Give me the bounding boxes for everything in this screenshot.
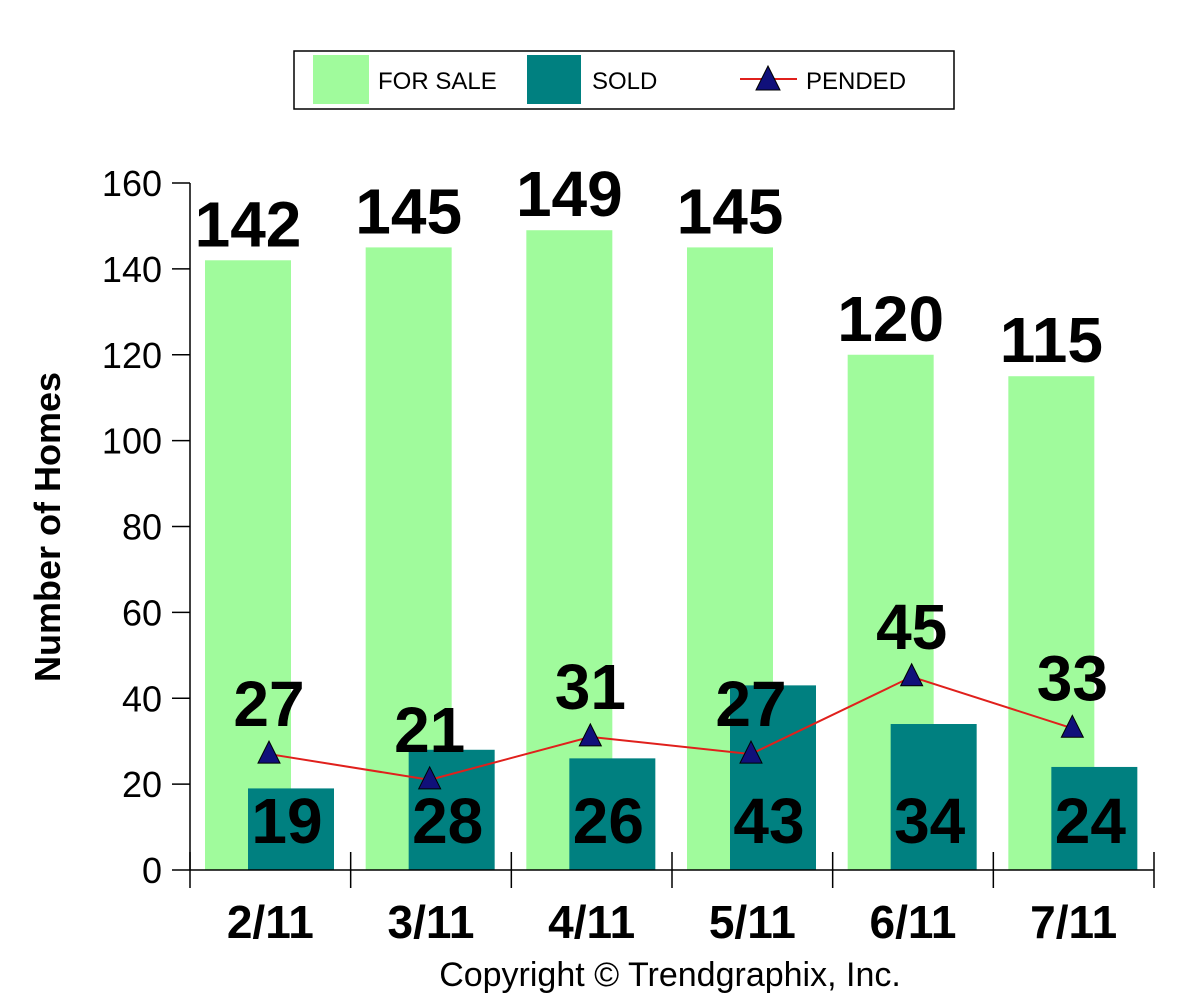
y-tick-label: 60	[122, 592, 162, 633]
axes-group: 0 20 40 60 80 100 120 140 160 2/11 3/11 4/11 5/11 6/1…	[102, 163, 1155, 948]
y-tick-label: 160	[102, 163, 162, 204]
pended-series-group	[257, 662, 1085, 790]
y-tick-label: 20	[122, 764, 162, 805]
pended-marker	[899, 662, 924, 687]
bar-sold	[569, 758, 656, 870]
pended-marker	[1060, 714, 1085, 738]
pended-line	[268, 675, 1073, 781]
y-tick-label: 100	[102, 421, 162, 462]
legend-box	[293, 50, 955, 110]
copyright-text: Copyright © Trendgraphix, Inc.	[439, 956, 901, 994]
y-tick-label: 40	[122, 678, 162, 719]
x-category-label: 6/11	[870, 896, 957, 948]
data-label-for-sale: 115	[1000, 304, 1103, 376]
bar-sold	[730, 685, 816, 870]
x-category-label: 5/11	[709, 896, 796, 948]
bars-group	[205, 230, 1138, 871]
data-label-pended: 31	[555, 651, 626, 723]
data-label-pended: 21	[394, 694, 465, 766]
data-label-sold: 26	[573, 785, 644, 857]
data-label-for-sale: 145	[355, 175, 462, 247]
bar-sold	[408, 749, 495, 870]
data-label-for-sale: 149	[516, 158, 623, 230]
x-category-label: 4/11	[548, 896, 635, 948]
y-axis-title: Number of Homes	[27, 372, 68, 682]
data-label-pended: 27	[715, 668, 786, 740]
pended-marker	[417, 765, 442, 790]
y-tick-label: 120	[102, 335, 162, 376]
data-label-sold: 43	[733, 785, 804, 857]
pended-marker	[257, 739, 281, 764]
y-tick-label: 80	[122, 507, 162, 548]
legend-label-sold: SOLD	[592, 68, 657, 95]
legend: FOR SALE SOLD PENDED	[293, 50, 955, 110]
x-category-label: 7/11	[1030, 896, 1117, 948]
data-label-for-sale: 120	[837, 283, 944, 355]
bar-sold	[1051, 766, 1138, 870]
y-tick-label: 0	[142, 850, 162, 891]
triangle-marker-icon	[755, 64, 781, 91]
bar-sold	[248, 788, 334, 870]
data-label-sold: 19	[251, 785, 322, 857]
x-category-label: 2/11	[227, 896, 314, 948]
data-label-sold: 28	[412, 785, 483, 857]
bar-for-sale	[205, 260, 291, 871]
data-label-pended: 33	[1037, 642, 1108, 714]
pended-marker	[578, 722, 603, 747]
data-label-pended: 27	[233, 668, 304, 740]
data-label-sold: 24	[1055, 785, 1127, 857]
bar-sold	[890, 724, 977, 870]
data-label-for-sale: 145	[677, 175, 784, 247]
data-label-sold: 34	[894, 785, 966, 857]
legend-label-for-sale: FOR SALE	[378, 68, 497, 95]
data-labels-group: 142 19 145 28 149 26 145 43 120 34 115 24 27 21 31 27 45…	[195, 158, 1127, 857]
data-label-for-sale: 142	[195, 188, 302, 260]
y-tick-label: 140	[102, 249, 162, 290]
legend-swatch-sold	[527, 55, 581, 104]
data-label-pended: 45	[876, 591, 947, 663]
pended-marker	[739, 739, 763, 764]
legend-swatch-for-sale	[313, 55, 369, 104]
x-category-label: 3/11	[388, 896, 475, 948]
legend-label-pended: PENDED	[806, 68, 906, 95]
